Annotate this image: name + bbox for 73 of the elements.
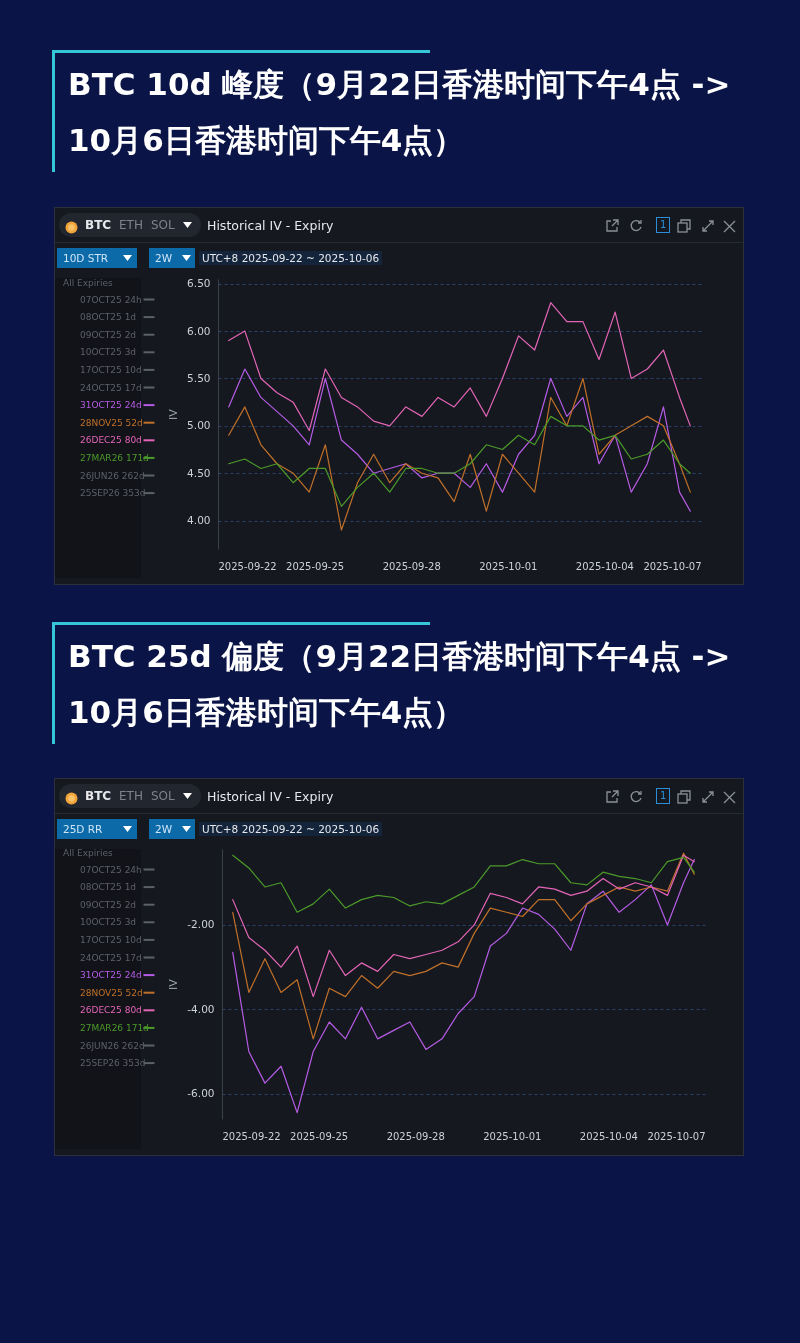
y-tick-label: 5.50 [187, 371, 211, 384]
x-tick-label: 2025-09-22 [222, 1130, 281, 1142]
chart-title: BTC 25d 偏度（9月22日香港时间下午4点 -> 10月6日香港时间下午4点） [52, 622, 742, 744]
text: Historical IV - Expiry [207, 218, 334, 233]
legend-label: 09OCT25 2d [80, 899, 137, 910]
y-axis-title: IV [167, 408, 181, 420]
y-tick-label: 4.00 [187, 514, 211, 527]
text: 1 [656, 217, 671, 233]
y-tick-label: -4.00 [187, 1002, 215, 1015]
legend-label: 10OCT25 3d [80, 917, 137, 928]
legend-label: 26DEC25 80d [80, 1005, 142, 1016]
x-tick-label: 2025-09-25 [290, 1130, 349, 1142]
y-tick-label: 4.50 [187, 466, 211, 479]
text: SOL [151, 789, 175, 803]
line-series [232, 854, 695, 998]
legend-label: 24OCT25 17d [80, 952, 142, 963]
text: 2W [155, 252, 173, 264]
x-tick-label: 2025-10-07 [643, 560, 702, 572]
x-tick-label: 2025-10-04 [575, 560, 634, 572]
y-tick-label: 5.00 [187, 419, 211, 432]
legend-title: All Expiries [63, 848, 113, 858]
line-series [228, 377, 691, 531]
line-series [228, 368, 691, 512]
legend-label: 08OCT25 1d [80, 312, 137, 323]
text: ETH [119, 218, 143, 232]
legend-label: 25SEP26 353d [80, 1058, 146, 1069]
text: Historical IV - Expiry [207, 789, 334, 804]
legend-label: 07OCT25 24h [80, 864, 142, 875]
x-tick-label: 2025-10-04 [579, 1130, 638, 1142]
text: BTC [85, 218, 112, 232]
text: ETH [119, 789, 143, 803]
x-tick-label: 2025-10-01 [483, 1130, 542, 1142]
legend-label: 17OCT25 10d [80, 364, 142, 375]
x-tick-label: 2025-10-01 [479, 560, 538, 572]
x-tick-label: 2025-09-22 [218, 560, 277, 572]
x-tick-label: 2025-09-28 [386, 1130, 445, 1142]
line-series [232, 854, 695, 913]
y-tick-label: -2.00 [187, 918, 215, 931]
line-series [232, 858, 695, 1114]
legend-title: All Expiries [63, 278, 113, 288]
text: 25D RR [63, 823, 103, 835]
line-series [232, 852, 695, 1040]
line-series [228, 302, 691, 432]
text: 10D STR [63, 252, 109, 264]
legend-label: 10OCT25 3d [80, 347, 137, 358]
x-tick-label: 2025-09-25 [286, 560, 345, 572]
y-axis-title: IV [167, 978, 181, 990]
text: BTC [85, 789, 112, 803]
y-tick-label: 6.50 [187, 277, 211, 290]
legend-label: 28NOV25 52d [80, 417, 143, 428]
x-tick-label: 2025-10-07 [647, 1130, 706, 1142]
text: UTC+8 2025-09-22 ~ 2025-10-06 [199, 822, 383, 836]
legend-label: 07OCT25 24h [80, 294, 142, 305]
legend-label: 17OCT25 10d [80, 934, 142, 945]
text: 2W [155, 823, 173, 835]
legend-label: 24OCT25 17d [80, 382, 142, 393]
legend-label: 09OCT25 2d [80, 329, 137, 340]
legend-label: 26JUN26 262d [80, 1040, 145, 1051]
legend-label: 25SEP26 353d [80, 488, 146, 499]
y-tick-label: 6.00 [187, 324, 211, 337]
legend-label: 31OCT25 24d [80, 400, 142, 411]
legend-label: 28NOV25 52d [80, 987, 143, 998]
text: 1 [656, 788, 671, 804]
chart-title: BTC 10d 峰度（9月22日香港时间下午4点 -> 10月6日香港时间下午4点） [52, 50, 742, 172]
x-tick-label: 2025-09-28 [382, 560, 441, 572]
legend-label: 26DEC25 80d [80, 435, 142, 446]
legend-label: 31OCT25 24d [80, 970, 142, 981]
legend-label: 08OCT25 1d [80, 882, 137, 893]
legend-label: 26JUN26 262d [80, 470, 145, 481]
y-tick-label: -6.00 [187, 1087, 215, 1100]
line-series [228, 415, 691, 507]
text: SOL [151, 218, 175, 232]
text: UTC+8 2025-09-22 ~ 2025-10-06 [199, 251, 383, 265]
